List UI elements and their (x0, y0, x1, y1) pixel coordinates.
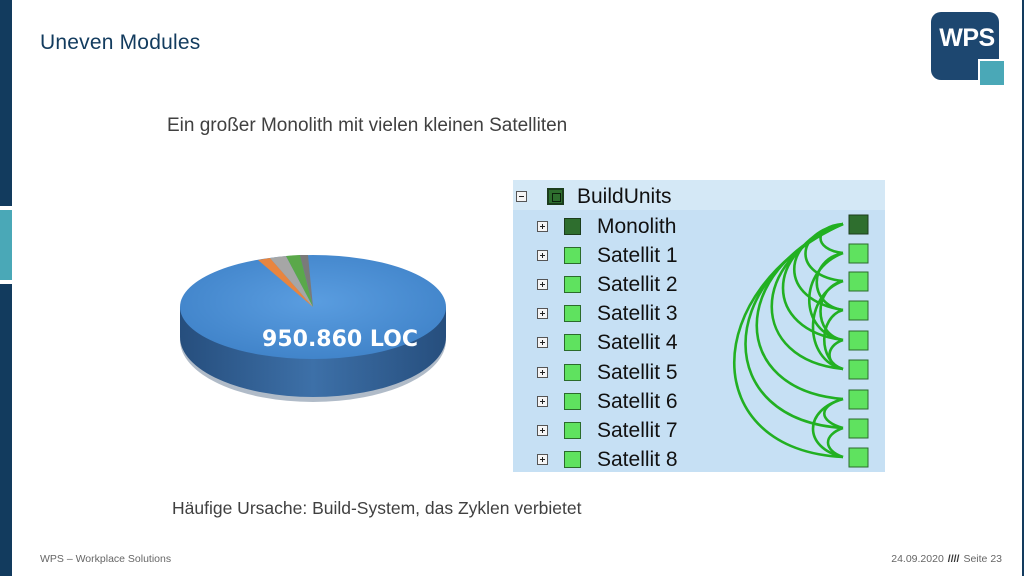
expand-icon[interactable] (537, 367, 548, 378)
module-icon (564, 276, 581, 293)
tree-item-satellit-7[interactable]: Satellit 7 (537, 416, 678, 445)
right-edge-line (1022, 0, 1024, 576)
tree-item-satellit-3[interactable]: Satellit 3 (537, 299, 678, 328)
pie-chart: 950.860 LOC (180, 254, 446, 402)
tree-item-label: Monolith (597, 214, 677, 238)
expand-icon[interactable] (537, 337, 548, 348)
footer-page-number: Seite 23 (963, 553, 1002, 565)
logo-text: WPS (939, 24, 995, 52)
tree-item-label: Satellit 6 (597, 389, 678, 413)
pie-slice-green (286, 255, 313, 307)
pie-slice-dark (300, 254, 313, 307)
module-icon (564, 364, 581, 381)
slide-subtitle: Ein großer Monolith mit vielen kleinen S… (167, 115, 568, 136)
tree-root-label: BuildUnits (577, 184, 672, 208)
tree-header (513, 180, 885, 210)
build-units-tree: BuildUnits Monolith Satellit 1 Satellit … (513, 180, 885, 472)
module-icon (564, 247, 581, 264)
pie-slice-gray (270, 256, 313, 307)
module-icon (564, 218, 581, 235)
footer-date: 24.09.2020 (891, 553, 944, 565)
tree-root-row[interactable]: BuildUnits (516, 182, 672, 211)
tree-item-label: Satellit 8 (597, 447, 678, 471)
pie-slice-orange (258, 258, 313, 307)
tree-item-label: Satellit 4 (597, 330, 678, 354)
tree-item-label: Satellit 7 (597, 418, 678, 442)
expand-icon[interactable] (537, 221, 548, 232)
tree-item-satellit-2[interactable]: Satellit 2 (537, 270, 678, 299)
tree-item-satellit-6[interactable]: Satellit 6 (537, 387, 678, 416)
logo-accent-square (978, 59, 1006, 87)
footer-meta: 24.09.2020////Seite 23 (891, 553, 1002, 565)
tree-item-satellit-1[interactable]: Satellit 1 (537, 241, 678, 270)
left-edge-bar (0, 0, 12, 576)
module-icon (564, 451, 581, 468)
module-icon (564, 422, 581, 439)
tree-item-satellit-5[interactable]: Satellit 5 (537, 358, 678, 387)
tree-item-label: Satellit 3 (597, 301, 678, 325)
expand-icon[interactable] (537, 308, 548, 319)
expand-icon[interactable] (537, 454, 548, 465)
collapse-icon[interactable] (516, 191, 527, 202)
expand-icon[interactable] (537, 396, 548, 407)
pie-label: 950.860 LOC (262, 327, 418, 352)
tree-item-label: Satellit 1 (597, 243, 678, 267)
left-edge-gap (0, 280, 12, 284)
wps-logo: WPS (931, 12, 1006, 87)
footer-separator: //// (947, 553, 960, 565)
module-icon (564, 305, 581, 322)
module-icon (564, 393, 581, 410)
left-edge-accent (0, 210, 12, 280)
tree-item-satellit-8[interactable]: Satellit 8 (537, 445, 678, 474)
expand-icon[interactable] (537, 425, 548, 436)
module-icon (564, 334, 581, 351)
tree-item-satellit-4[interactable]: Satellit 4 (537, 328, 678, 357)
expand-icon[interactable] (537, 250, 548, 261)
slide-title: Uneven Modules (40, 31, 201, 54)
left-edge-gap (0, 206, 12, 210)
footer-company: WPS – Workplace Solutions (40, 553, 172, 565)
build-units-icon (547, 188, 564, 205)
expand-icon[interactable] (537, 279, 548, 290)
slide-note: Häufige Ursache: Build-System, das Zykle… (172, 498, 582, 518)
tree-item-label: Satellit 5 (597, 360, 678, 384)
tree-item-label: Satellit 2 (597, 272, 678, 296)
tree-item-monolith[interactable]: Monolith (537, 212, 676, 241)
